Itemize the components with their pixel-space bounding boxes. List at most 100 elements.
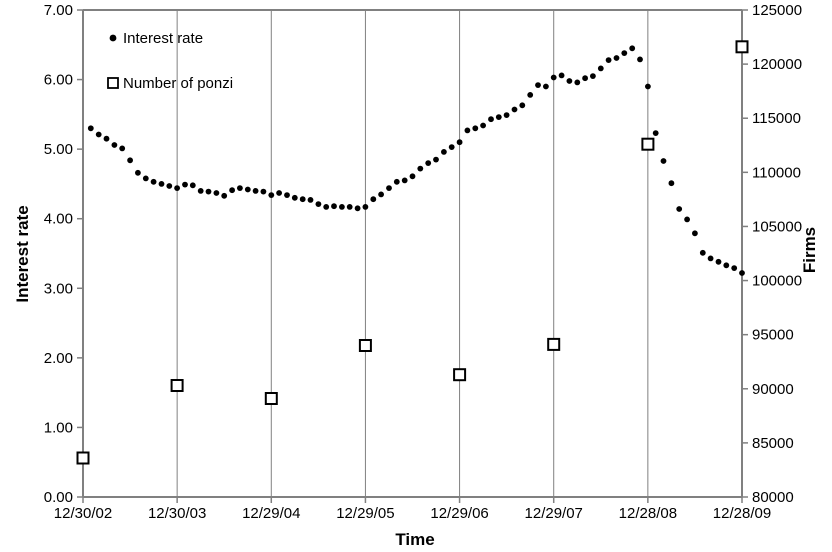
data-point-interest-rate <box>605 57 612 63</box>
x-tick-label: 12/30/03 <box>148 505 206 522</box>
data-point-interest-rate <box>433 156 439 163</box>
data-point-interest-rate <box>401 177 408 184</box>
data-point-interest-rate <box>119 145 126 152</box>
data-point-interest-rate <box>519 102 526 109</box>
data-point-interest-rate <box>252 188 259 194</box>
data-point-interest-rate <box>111 142 118 148</box>
data-point-interest-rate <box>566 78 573 84</box>
data-point-interest-rate <box>142 175 149 182</box>
data-point-interest-rate <box>488 116 494 123</box>
data-point-interest-rate <box>448 144 455 151</box>
data-point-interest-rate <box>237 185 243 192</box>
y-right-tick-label: 120000 <box>752 56 802 73</box>
data-point-interest-rate <box>629 45 636 52</box>
data-point-interest-rate <box>417 165 424 172</box>
y-left-tick-label: 5.00 <box>44 141 73 158</box>
y-right-tick-label: 115000 <box>752 110 801 127</box>
data-point-interest-rate <box>613 55 620 61</box>
y-right-tick-label: 110000 <box>752 164 801 181</box>
y-left-tick-label: 3.00 <box>44 280 73 297</box>
data-point-interest-rate <box>370 196 377 203</box>
x-tick-label: 12/29/05 <box>336 505 394 522</box>
data-point-interest-rate <box>386 185 392 192</box>
data-point-interest-rate <box>637 56 643 63</box>
y-left-tick-label: 7.00 <box>44 2 73 19</box>
data-point-interest-rate <box>307 197 314 203</box>
y-left-tick-label: 4.00 <box>44 211 73 228</box>
data-point-interest-rate <box>354 205 361 212</box>
data-point-interest-rate <box>284 192 290 199</box>
data-point-interest-rate <box>158 181 165 187</box>
series-number-of-ponzi <box>76 40 749 465</box>
data-point-interest-rate <box>511 106 518 113</box>
data-point-interest-rate <box>527 92 534 98</box>
data-point-interest-rate <box>645 83 651 90</box>
data-point-interest-rate <box>299 196 306 203</box>
data-point-interest-rate <box>558 72 565 79</box>
data-point-number-of-ponzi <box>547 337 561 351</box>
legend-label-interest-rate: Interest rate <box>123 30 203 47</box>
data-point-number-of-ponzi <box>76 451 90 465</box>
axis-tick-labels: 0.00 1.00 2.00 3.00 4.00 5.00 6.00 7.00 80000 850… <box>44 2 802 522</box>
axis-titles: Interest rate Firms Time <box>13 205 819 549</box>
data-point-interest-rate <box>715 258 722 265</box>
x-axis-title: Time <box>395 530 434 549</box>
data-point-interest-rate <box>692 230 698 237</box>
data-point-interest-rate <box>543 83 549 90</box>
plot-frame <box>82 9 743 498</box>
x-tick-label: 12/29/06 <box>430 505 488 522</box>
data-point-interest-rate <box>621 50 628 56</box>
data-point-interest-rate <box>213 190 220 196</box>
data-point-number-of-ponzi <box>170 379 184 392</box>
data-point-interest-rate <box>574 79 581 86</box>
y-left-tick-label: 1.00 <box>44 419 73 436</box>
data-point-interest-rate <box>276 190 282 196</box>
data-point-interest-rate <box>441 149 447 155</box>
data-point-interest-rate <box>472 125 479 132</box>
y-left-tick-label: 2.00 <box>44 350 73 367</box>
data-point-interest-rate <box>221 192 228 199</box>
data-point-interest-rate <box>103 135 110 142</box>
y-left-tick-label: 6.00 <box>44 72 73 89</box>
x-tick-label: 12/29/07 <box>525 505 583 522</box>
data-point-interest-rate <box>652 130 659 137</box>
y-right-tick-label: 105000 <box>752 218 802 235</box>
data-point-interest-rate <box>425 160 432 167</box>
data-point-interest-rate <box>731 265 738 271</box>
data-point-interest-rate <box>229 187 236 194</box>
data-point-interest-rate <box>590 73 596 79</box>
data-point-interest-rate <box>597 65 604 72</box>
legend-label-number-of-ponzi: Number of ponzi <box>123 75 233 92</box>
x-tick-label: 12/30/02 <box>54 505 112 522</box>
data-point-interest-rate <box>205 188 212 195</box>
data-point-interest-rate <box>331 203 337 210</box>
data-point-interest-rate <box>660 158 667 164</box>
data-point-interest-rate <box>503 112 510 118</box>
series-interest-rate <box>87 45 745 276</box>
data-point-interest-rate <box>127 157 133 164</box>
data-point-interest-rate <box>166 183 173 189</box>
data-point-interest-rate <box>480 122 486 129</box>
y-right-tick-label: 100000 <box>752 273 802 290</box>
x-tick-label: 12/28/09 <box>713 505 771 522</box>
y-left-tick-label: 0.00 <box>44 489 73 506</box>
data-point-interest-rate <box>495 114 502 120</box>
data-point-interest-rate <box>464 127 471 134</box>
y-right-tick-label: 125000 <box>752 2 802 19</box>
x-tick-label: 12/28/08 <box>619 505 677 522</box>
data-point-interest-rate <box>676 206 683 212</box>
legend-marker-number-of-ponzi <box>107 77 119 89</box>
data-point-interest-rate <box>268 192 275 199</box>
y-axis-right-title: Firms <box>800 227 819 273</box>
data-point-interest-rate <box>393 178 400 185</box>
data-point-interest-rate <box>174 185 181 192</box>
data-point-number-of-ponzi <box>358 339 372 352</box>
data-point-interest-rate <box>723 262 730 269</box>
data-point-number-of-ponzi <box>641 137 655 151</box>
y-right-tick-label: 90000 <box>752 381 794 398</box>
gridlines <box>176 10 649 497</box>
legend: Interest rate Number of ponzi <box>107 30 233 92</box>
data-point-number-of-ponzi <box>264 392 278 405</box>
y-right-tick-label: 85000 <box>752 435 794 452</box>
